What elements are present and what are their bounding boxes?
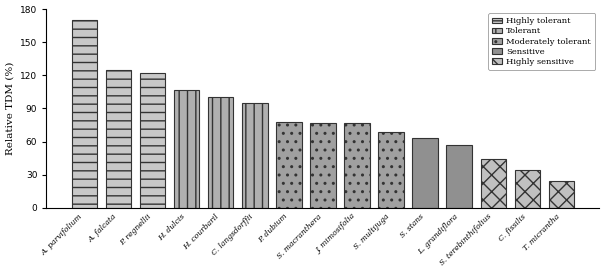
Bar [106,70,131,208]
Bar [413,138,438,208]
Bar [174,90,200,208]
Bar [208,97,234,208]
Bar [480,159,506,208]
Bar [276,122,302,208]
Bar [344,123,370,208]
Bar [242,103,267,208]
Bar [140,73,165,208]
Bar [71,20,97,208]
Y-axis label: Relative TDM (%): Relative TDM (%) [5,62,15,155]
Bar [515,170,540,208]
Legend: Highly tolerant, Tolerant, Moderately tolerant, Sensitive, Highly sensitive: Highly tolerant, Tolerant, Moderately to… [488,13,595,70]
Bar [310,123,336,208]
Bar [549,181,574,208]
Bar [378,132,404,208]
Bar [446,145,472,208]
